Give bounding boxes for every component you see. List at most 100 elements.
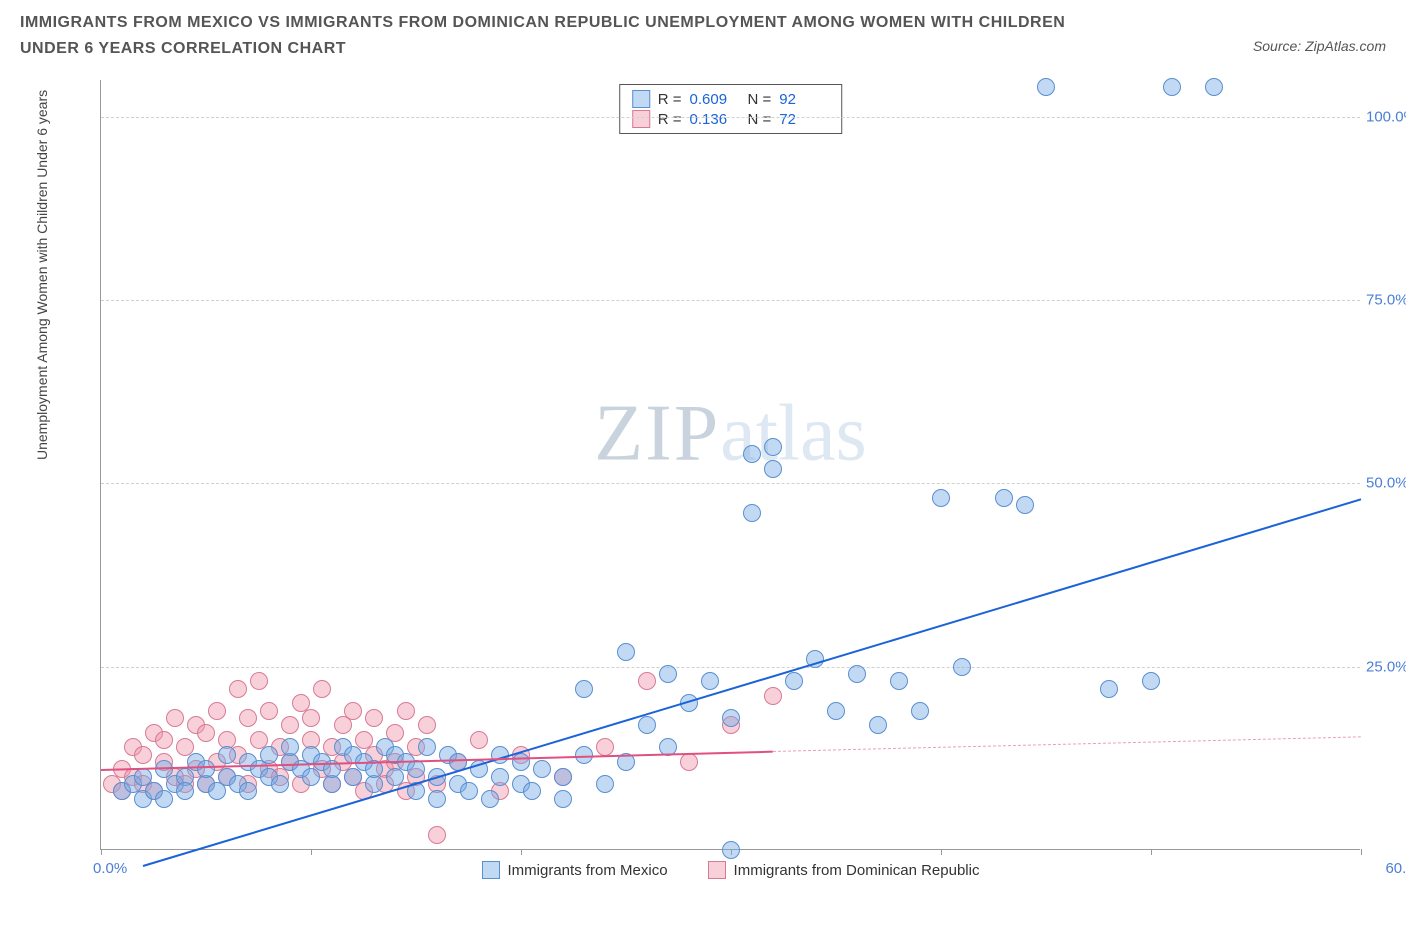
data-point-mexico (575, 680, 593, 698)
data-point-mexico (722, 709, 740, 727)
bottom-legend: Immigrants from Mexico Immigrants from D… (101, 861, 1360, 879)
data-point-mexico (512, 753, 530, 771)
data-point-mexico (911, 702, 929, 720)
y-tick-label: 75.0% (1366, 292, 1406, 309)
data-point-dominican (239, 709, 257, 727)
data-point-mexico (596, 775, 614, 793)
x-tick (101, 849, 102, 855)
data-point-dominican (134, 746, 152, 764)
data-point-dominican (428, 826, 446, 844)
data-point-mexico (271, 775, 289, 793)
data-point-mexico (995, 489, 1013, 507)
r-value-mexico: 0.609 (690, 91, 740, 108)
data-point-dominican (764, 687, 782, 705)
data-point-dominican (680, 753, 698, 771)
correlation-stats-box: R = 0.609 N = 92 R = 0.136 N = 72 (619, 84, 843, 134)
data-point-mexico (260, 746, 278, 764)
r-value-dominican: 0.136 (690, 111, 740, 128)
trend-line (773, 736, 1361, 752)
data-point-dominican (197, 724, 215, 742)
data-point-dominican (155, 731, 173, 749)
swatch-dominican (632, 110, 650, 128)
x-tick (1151, 849, 1152, 855)
data-point-dominican (638, 672, 656, 690)
watermark: ZIPatlas (594, 388, 867, 479)
data-point-mexico (1037, 78, 1055, 96)
legend-label-dominican: Immigrants from Dominican Republic (734, 862, 980, 879)
data-point-mexico (764, 460, 782, 478)
stats-row-dominican: R = 0.136 N = 72 (632, 109, 830, 129)
data-point-mexico (869, 716, 887, 734)
data-point-dominican (344, 702, 362, 720)
x-end-label: 60.0% (1385, 860, 1406, 877)
data-point-dominican (313, 680, 331, 698)
r-label: R = (658, 111, 682, 128)
data-point-mexico (554, 768, 572, 786)
y-tick-label: 25.0% (1366, 658, 1406, 675)
data-point-dominican (470, 731, 488, 749)
data-point-dominican (418, 716, 436, 734)
data-point-mexico (722, 841, 740, 859)
data-point-mexico (491, 768, 509, 786)
gridline (101, 117, 1360, 118)
chart-area: ZIPatlas R = 0.609 N = 92 R = 0.136 N = … (70, 80, 1380, 880)
gridline (101, 667, 1360, 668)
y-tick-label: 100.0% (1366, 108, 1406, 125)
legend-swatch-mexico (482, 861, 500, 879)
legend-swatch-dominican (708, 861, 726, 879)
data-point-mexico (418, 738, 436, 756)
n-value-mexico: 92 (779, 91, 829, 108)
r-label: R = (658, 91, 682, 108)
data-point-dominican (281, 716, 299, 734)
data-point-mexico (428, 790, 446, 808)
data-point-mexico (533, 760, 551, 778)
n-value-dominican: 72 (779, 111, 829, 128)
data-point-mexico (481, 790, 499, 808)
data-point-mexico (218, 746, 236, 764)
data-point-mexico (701, 672, 719, 690)
data-point-mexico (176, 782, 194, 800)
data-point-mexico (460, 782, 478, 800)
legend-label-mexico: Immigrants from Mexico (508, 862, 668, 879)
data-point-dominican (260, 702, 278, 720)
data-point-mexico (554, 790, 572, 808)
stats-row-mexico: R = 0.609 N = 92 (632, 89, 830, 109)
data-point-mexico (827, 702, 845, 720)
x-tick (941, 849, 942, 855)
data-point-mexico (1016, 496, 1034, 514)
legend-item-dominican: Immigrants from Dominican Republic (708, 861, 980, 879)
swatch-mexico (632, 90, 650, 108)
data-point-mexico (1100, 680, 1118, 698)
data-point-dominican (166, 709, 184, 727)
n-label: N = (748, 91, 772, 108)
source-label: Source: ZipAtlas.com (1253, 38, 1386, 54)
data-point-mexico (1163, 78, 1181, 96)
data-point-mexico (638, 716, 656, 734)
x-tick (1361, 849, 1362, 855)
data-point-mexico (785, 672, 803, 690)
data-point-dominican (208, 702, 226, 720)
data-point-dominican (596, 738, 614, 756)
plot-region: ZIPatlas R = 0.609 N = 92 R = 0.136 N = … (100, 80, 1360, 850)
data-point-mexico (197, 760, 215, 778)
data-point-mexico (848, 665, 866, 683)
legend-item-mexico: Immigrants from Mexico (482, 861, 668, 879)
n-label: N = (748, 111, 772, 128)
x-tick (311, 849, 312, 855)
gridline (101, 300, 1360, 301)
data-point-mexico (407, 760, 425, 778)
x-tick (521, 849, 522, 855)
data-point-mexico (523, 782, 541, 800)
gridline (101, 483, 1360, 484)
data-point-mexico (239, 782, 257, 800)
data-point-dominican (302, 709, 320, 727)
chart-title: IMMIGRANTS FROM MEXICO VS IMMIGRANTS FRO… (20, 10, 1120, 61)
data-point-mexico (953, 658, 971, 676)
data-point-mexico (1142, 672, 1160, 690)
data-point-mexico (1205, 78, 1223, 96)
data-point-mexico (617, 643, 635, 661)
data-point-mexico (764, 438, 782, 456)
data-point-mexico (743, 504, 761, 522)
data-point-dominican (250, 672, 268, 690)
y-axis-label: Unemployment Among Women with Children U… (34, 90, 50, 460)
